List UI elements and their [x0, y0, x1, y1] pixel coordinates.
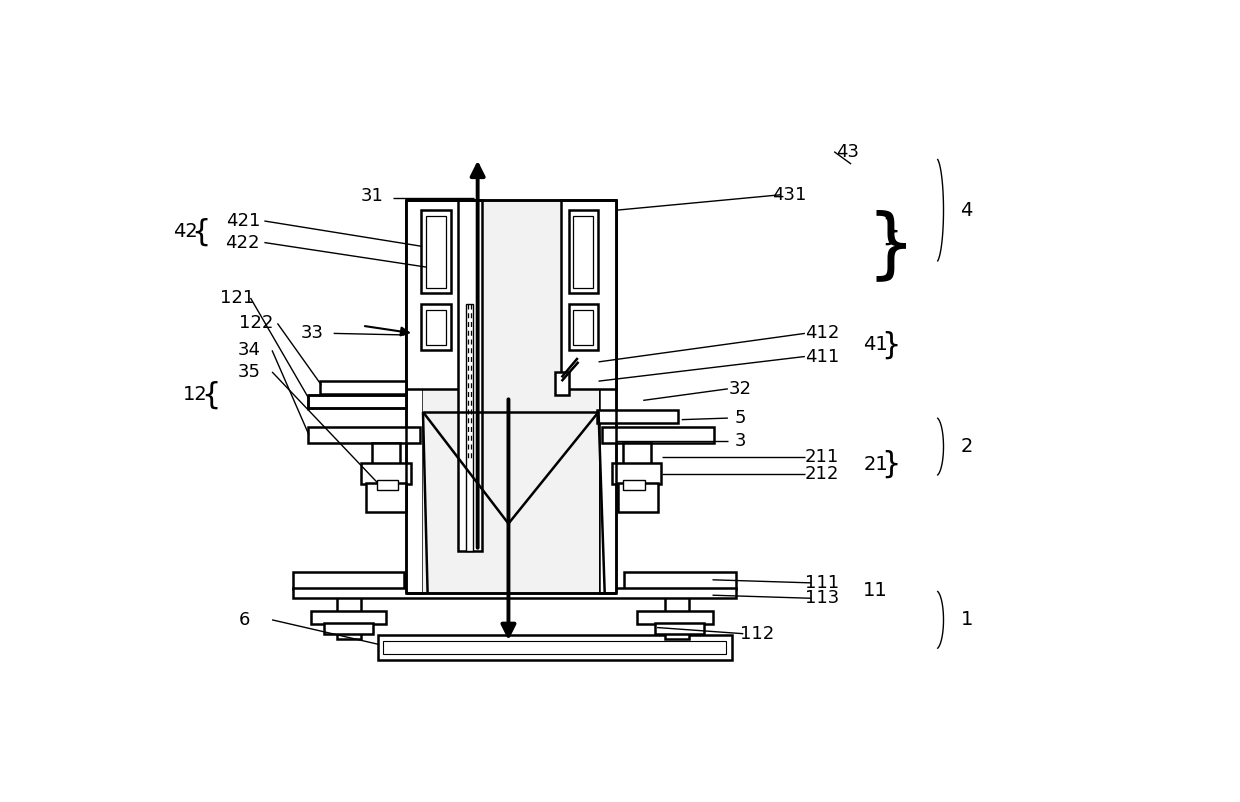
Bar — [596, 411, 678, 423]
Bar — [466, 304, 472, 550]
Bar — [422, 304, 450, 350]
Text: 212: 212 — [805, 464, 839, 483]
Bar — [293, 572, 404, 589]
Text: 211: 211 — [805, 448, 839, 466]
Bar — [320, 381, 405, 395]
Text: 122: 122 — [239, 314, 274, 332]
Bar — [599, 200, 616, 593]
Bar — [611, 463, 661, 484]
Bar — [293, 588, 735, 598]
Bar — [309, 427, 420, 443]
Bar — [405, 200, 423, 593]
Text: 34: 34 — [237, 342, 260, 359]
Text: 31: 31 — [361, 188, 383, 205]
Bar — [377, 480, 398, 491]
Bar — [560, 200, 616, 389]
Bar — [372, 443, 399, 464]
Text: }: } — [882, 330, 900, 359]
Bar — [337, 589, 361, 629]
Text: 3: 3 — [734, 432, 746, 450]
Bar — [383, 641, 727, 654]
Text: }: } — [882, 217, 900, 245]
Bar — [337, 627, 361, 639]
Text: 32: 32 — [729, 380, 751, 398]
Bar — [361, 463, 410, 484]
Text: 43: 43 — [836, 143, 859, 160]
Text: 112: 112 — [740, 625, 774, 642]
Bar — [573, 216, 593, 288]
Bar — [459, 200, 481, 550]
Text: 42: 42 — [172, 222, 197, 241]
Text: 5: 5 — [734, 409, 746, 427]
Text: }: } — [867, 209, 915, 283]
Text: 21: 21 — [863, 455, 888, 474]
Bar — [655, 623, 704, 634]
Text: 412: 412 — [805, 324, 839, 342]
Text: 111: 111 — [805, 574, 839, 592]
Bar — [618, 483, 658, 512]
Bar — [573, 310, 593, 345]
Text: 2: 2 — [961, 437, 973, 456]
Text: {: { — [201, 380, 221, 410]
Text: 41: 41 — [863, 335, 888, 354]
Bar — [665, 589, 689, 629]
Bar — [603, 427, 714, 443]
Text: 35: 35 — [237, 363, 260, 381]
Bar — [309, 395, 405, 408]
Bar — [423, 200, 599, 593]
Bar — [427, 216, 446, 288]
Text: 33: 33 — [300, 324, 324, 342]
Bar — [377, 635, 732, 660]
Bar — [427, 310, 446, 345]
Text: 422: 422 — [226, 233, 260, 252]
Text: 6: 6 — [238, 611, 250, 629]
Bar — [624, 443, 651, 464]
Text: 1: 1 — [961, 610, 973, 630]
Text: 12: 12 — [182, 386, 207, 404]
Text: 421: 421 — [226, 212, 260, 230]
Bar — [324, 623, 373, 634]
Text: 11: 11 — [863, 581, 888, 600]
Bar — [556, 372, 569, 395]
Bar — [422, 210, 450, 294]
Text: 4: 4 — [961, 200, 973, 220]
Bar — [624, 480, 645, 491]
Bar — [665, 627, 689, 639]
Text: 113: 113 — [805, 589, 839, 607]
Bar — [624, 572, 735, 589]
Text: {: { — [191, 217, 210, 246]
Text: 411: 411 — [805, 347, 839, 366]
Bar — [568, 304, 598, 350]
Text: 431: 431 — [773, 186, 807, 204]
Bar — [310, 610, 386, 625]
Text: 121: 121 — [219, 289, 254, 307]
Bar — [366, 483, 405, 512]
Bar — [637, 610, 713, 625]
Bar — [405, 200, 461, 389]
Text: }: } — [882, 450, 900, 479]
Bar — [568, 210, 598, 294]
